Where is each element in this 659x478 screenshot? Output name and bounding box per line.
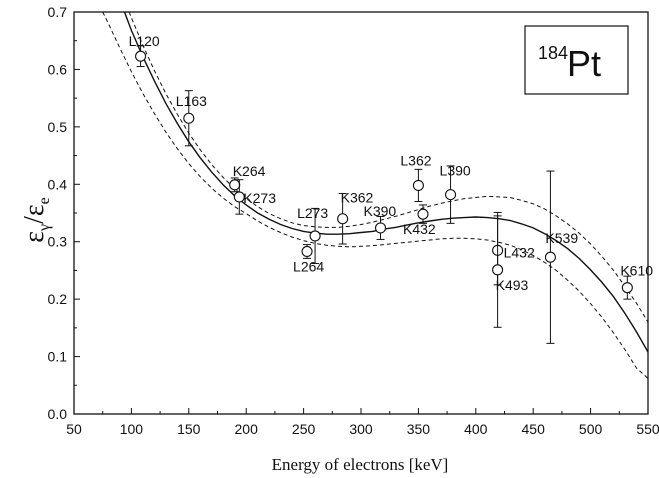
- point-label-K362: K362: [341, 190, 374, 206]
- point-label-K432: K432: [403, 221, 436, 237]
- point-marker: [621, 282, 633, 294]
- y-tick-label: 0.1: [48, 349, 68, 365]
- point-label-L163: L163: [176, 93, 207, 109]
- x-tick-label: 550: [636, 421, 659, 437]
- y-label-slash: /: [19, 216, 50, 224]
- data-point-K273: [233, 179, 245, 215]
- x-axis-ticks: 50 100 150 200 250 300 350 400 450 500 550: [66, 408, 659, 437]
- y-tick-label: 0.0: [48, 406, 68, 422]
- x-tick-label: 500: [579, 421, 603, 437]
- y-tick-label: 0.7: [48, 4, 68, 20]
- y-label-sub-e: e: [36, 197, 53, 204]
- y-axis-label: εγ/εe: [19, 197, 53, 243]
- x-tick-label: 450: [522, 421, 546, 437]
- point-label-L390: L390: [440, 163, 471, 179]
- confidence-curve-dashed-1: [128, 12, 648, 323]
- point-label-K493: K493: [496, 277, 529, 293]
- x-tick-label: 200: [235, 421, 259, 437]
- point-label-K390: K390: [364, 203, 397, 219]
- y-tick-label: 0.6: [48, 61, 68, 77]
- data-point-L273: [309, 207, 321, 265]
- data-point-K264: [229, 177, 241, 193]
- point-marker: [233, 191, 245, 203]
- isotope-mass-number: 184: [538, 43, 568, 63]
- point-marker: [183, 112, 195, 124]
- x-axis-label: Energy of electrons [keV]: [272, 455, 449, 474]
- data-point-L163: [183, 90, 195, 147]
- confidence-curve-dashed-2: [102, 12, 648, 379]
- point-label-L273: L273: [297, 205, 328, 221]
- point-label-K273: K273: [243, 190, 276, 206]
- point-marker: [337, 213, 349, 225]
- y-label-epsilon-gamma: ε: [19, 231, 50, 243]
- data-point-L120: [135, 45, 147, 68]
- point-marker: [229, 179, 241, 191]
- y-tick-label: 0.2: [48, 291, 68, 307]
- data-point-L264: [301, 244, 313, 259]
- point-label-K610: K610: [620, 263, 653, 279]
- data-point-K432: [417, 204, 429, 224]
- point-label-L432: L432: [504, 244, 535, 260]
- y-tick-label: 0.4: [48, 176, 68, 192]
- isotope-box: 184 Pt: [524, 25, 629, 95]
- point-marker: [135, 50, 147, 62]
- point-marker: [374, 222, 387, 234]
- x-tick-label: 250: [292, 421, 316, 437]
- point-label-K264: K264: [233, 163, 266, 179]
- isotope-element-symbol: Pt: [567, 43, 601, 84]
- point-marker: [301, 245, 313, 258]
- x-tick-label: 50: [66, 421, 82, 437]
- x-tick-label: 400: [464, 421, 488, 437]
- point-marker: [412, 179, 424, 191]
- x-tick-label: 150: [177, 421, 201, 437]
- y-tick-label: 0.5: [48, 119, 68, 135]
- y-tick-label: 0.3: [48, 234, 68, 250]
- point-label-L264: L264: [293, 258, 324, 274]
- y-label-sub-gamma: γ: [36, 224, 53, 232]
- data-point-K610: [621, 275, 633, 300]
- data-points: [135, 45, 633, 344]
- point-marker: [444, 189, 457, 201]
- point-marker: [417, 208, 429, 220]
- point-label-K539: K539: [545, 230, 578, 246]
- isotope-box-frame: [524, 25, 629, 95]
- y-label-epsilon-e: ε: [19, 204, 50, 216]
- data-point-K539: [544, 170, 556, 344]
- y-axis-ticks: 0.0 0.1 0.2 0.3 0.4 0.5 0.6 0.7: [48, 4, 80, 422]
- point-label-L120: L120: [129, 33, 160, 49]
- data-point-K493: [492, 211, 504, 328]
- x-tick-label: 350: [407, 421, 431, 437]
- point-label-L362: L362: [400, 152, 431, 168]
- data-point-K390: [374, 215, 387, 240]
- point-marker: [309, 230, 321, 242]
- data-point-L362: [412, 168, 424, 203]
- data-point-K362: [337, 192, 349, 245]
- point-marker: [544, 251, 556, 263]
- x-tick-label: 100: [120, 421, 144, 437]
- point-marker: [492, 264, 504, 276]
- data-point-L390: [444, 165, 457, 224]
- x-tick-label: 300: [349, 421, 373, 437]
